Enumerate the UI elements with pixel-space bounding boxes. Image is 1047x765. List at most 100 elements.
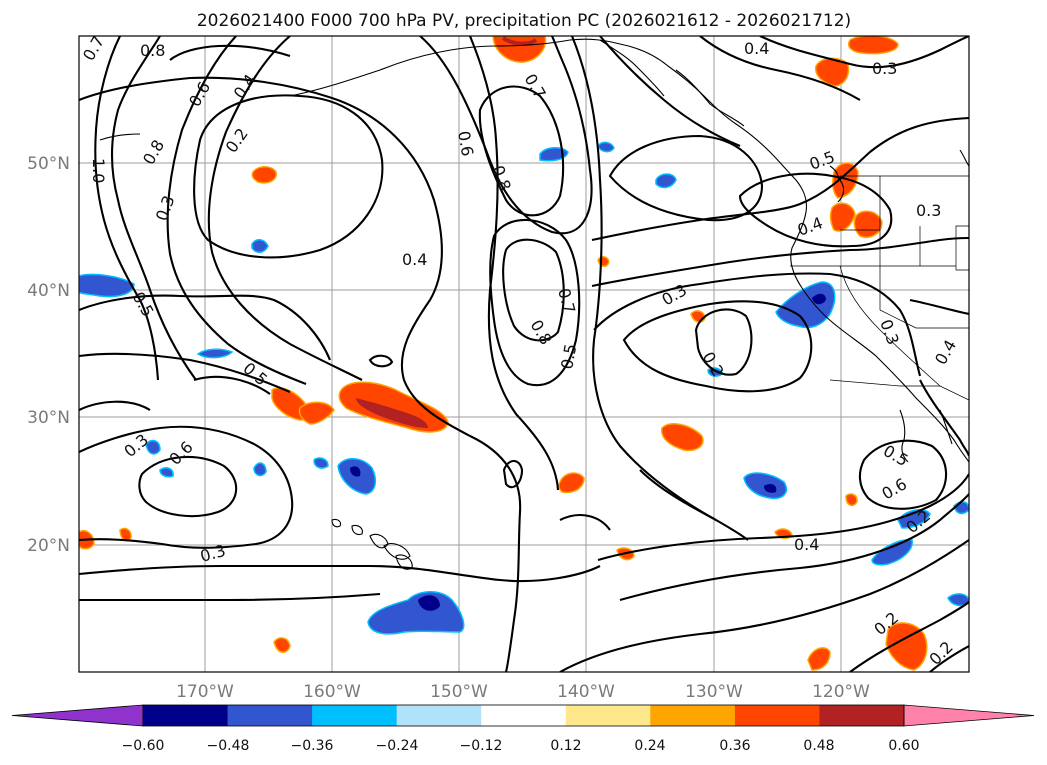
- pv-contour: [608, 134, 764, 222]
- pv-contour: [207, 36, 363, 381]
- lon-label: 130°W: [685, 682, 743, 702]
- precip-positive-core: [501, 36, 538, 46]
- lon-label: 150°W: [430, 682, 488, 702]
- precip-negative-core: [350, 466, 361, 477]
- pv-contour: [559, 514, 611, 531]
- coastline: [837, 179, 845, 203]
- precip-negative-area: [871, 539, 913, 566]
- pv-contour: [559, 539, 969, 672]
- political-borders: [790, 175, 969, 401]
- precip-positive-area: [832, 162, 859, 199]
- coastline: [395, 554, 413, 570]
- coastline: [675, 69, 745, 127]
- coastline: [99, 133, 141, 141]
- pv-contour: [929, 645, 969, 672]
- pv-contour: [478, 85, 565, 217]
- pv-contour: [469, 36, 560, 491]
- pv-contour: [193, 375, 271, 395]
- lat-label: 20°N: [27, 536, 70, 556]
- precip-negative-area: [947, 593, 969, 607]
- border-line: [829, 379, 969, 401]
- coastlines: [99, 38, 969, 570]
- contour-label: 0.3: [916, 201, 941, 220]
- precip-positive-area: [848, 36, 899, 55]
- precip-negative-core: [418, 595, 440, 611]
- pv-contour: [169, 44, 291, 61]
- pv-contour: [699, 36, 861, 101]
- pv-contour: [619, 493, 969, 602]
- precip-positive-area: [661, 423, 704, 452]
- colorbar-tick-label: −0.24: [376, 738, 419, 754]
- precip-positive-area: [557, 472, 585, 494]
- pv-contour: [591, 236, 969, 288]
- pv-contour: [502, 459, 524, 489]
- precip-positive-area: [273, 637, 291, 653]
- lon-label: 160°W: [303, 682, 361, 702]
- pv-contour: [849, 601, 969, 672]
- colorbar-extend-low: [11, 704, 144, 727]
- pv-contour: [79, 400, 151, 411]
- figure-title: 2026021400 F000 700 hPa PV, precipitatio…: [197, 11, 851, 31]
- colorbar-segment: [396, 705, 482, 726]
- coastline: [939, 409, 953, 445]
- colorbar-segment: [819, 705, 905, 726]
- contour-label: 0.4: [402, 250, 427, 269]
- precip-negative-area: [159, 467, 174, 478]
- colorbar-segment: [734, 705, 820, 726]
- pv-contours: [79, 36, 969, 672]
- colorbar-ticks: −0.60 −0.48 −0.36 −0.24 −0.12 0.12 0.24 …: [122, 738, 920, 754]
- lat-label: 40°N: [27, 281, 70, 301]
- contour-label: 0.4: [794, 535, 819, 554]
- precip-positive-area: [885, 622, 928, 671]
- pv-contour: [193, 94, 384, 259]
- pv-contour: [694, 308, 753, 376]
- latitude-labels: 50°N 40°N 30°N 20°N: [27, 154, 70, 556]
- precip-negative-area: [196, 348, 234, 359]
- colorbar-tick-label: −0.12: [460, 738, 503, 754]
- lat-label: 30°N: [27, 408, 70, 428]
- pv-contour: [591, 116, 969, 242]
- pv-contour: [622, 300, 813, 393]
- pv-contour: [94, 36, 160, 381]
- longitude-labels: 170°W 160°W 150°W 140°W 130°W 120°W: [176, 682, 870, 702]
- colorbar-segment: [312, 705, 398, 726]
- precip-positive-area: [853, 210, 883, 238]
- precip-positive-area: [298, 401, 335, 425]
- pv-contour: [639, 469, 749, 541]
- colorbar-tick-label: −0.48: [207, 738, 250, 754]
- precip-positive-area: [597, 256, 610, 267]
- pv-contour: [738, 172, 893, 248]
- border-line: [839, 265, 941, 387]
- precip-negative-area: [367, 591, 465, 635]
- pv-contour: [368, 354, 394, 368]
- pv-contour: [138, 455, 238, 518]
- coastline: [383, 543, 411, 560]
- coastline: [351, 524, 363, 536]
- colorbar-segment: [227, 705, 313, 726]
- contour-label: 0.3: [872, 59, 897, 78]
- coastline: [599, 39, 665, 97]
- contour-label: 0.6: [454, 129, 477, 157]
- precip-negative-area: [655, 173, 677, 189]
- colorbar-segment: [143, 705, 229, 726]
- colorbar-segment: [481, 705, 567, 726]
- pv-contour: [858, 439, 948, 510]
- coastline: [289, 38, 969, 463]
- pv-contour: [79, 425, 294, 549]
- precip-negative-area: [253, 462, 267, 477]
- pv-contour: [909, 298, 969, 316]
- precip-negative-area: [251, 239, 269, 253]
- graticule: [79, 36, 969, 672]
- colorbar-segment: [650, 705, 736, 726]
- precip-shading: [79, 36, 969, 671]
- precip-positive-area: [251, 166, 277, 184]
- precip-positive-area: [119, 527, 132, 542]
- colorbar-outline: [142, 704, 905, 727]
- precip-positive-area: [845, 493, 858, 507]
- precip-negative-area: [79, 273, 135, 298]
- precip-negative-core: [764, 484, 777, 493]
- pv-contour: [759, 36, 969, 69]
- lon-label: 140°W: [557, 682, 615, 702]
- coastline: [331, 518, 342, 528]
